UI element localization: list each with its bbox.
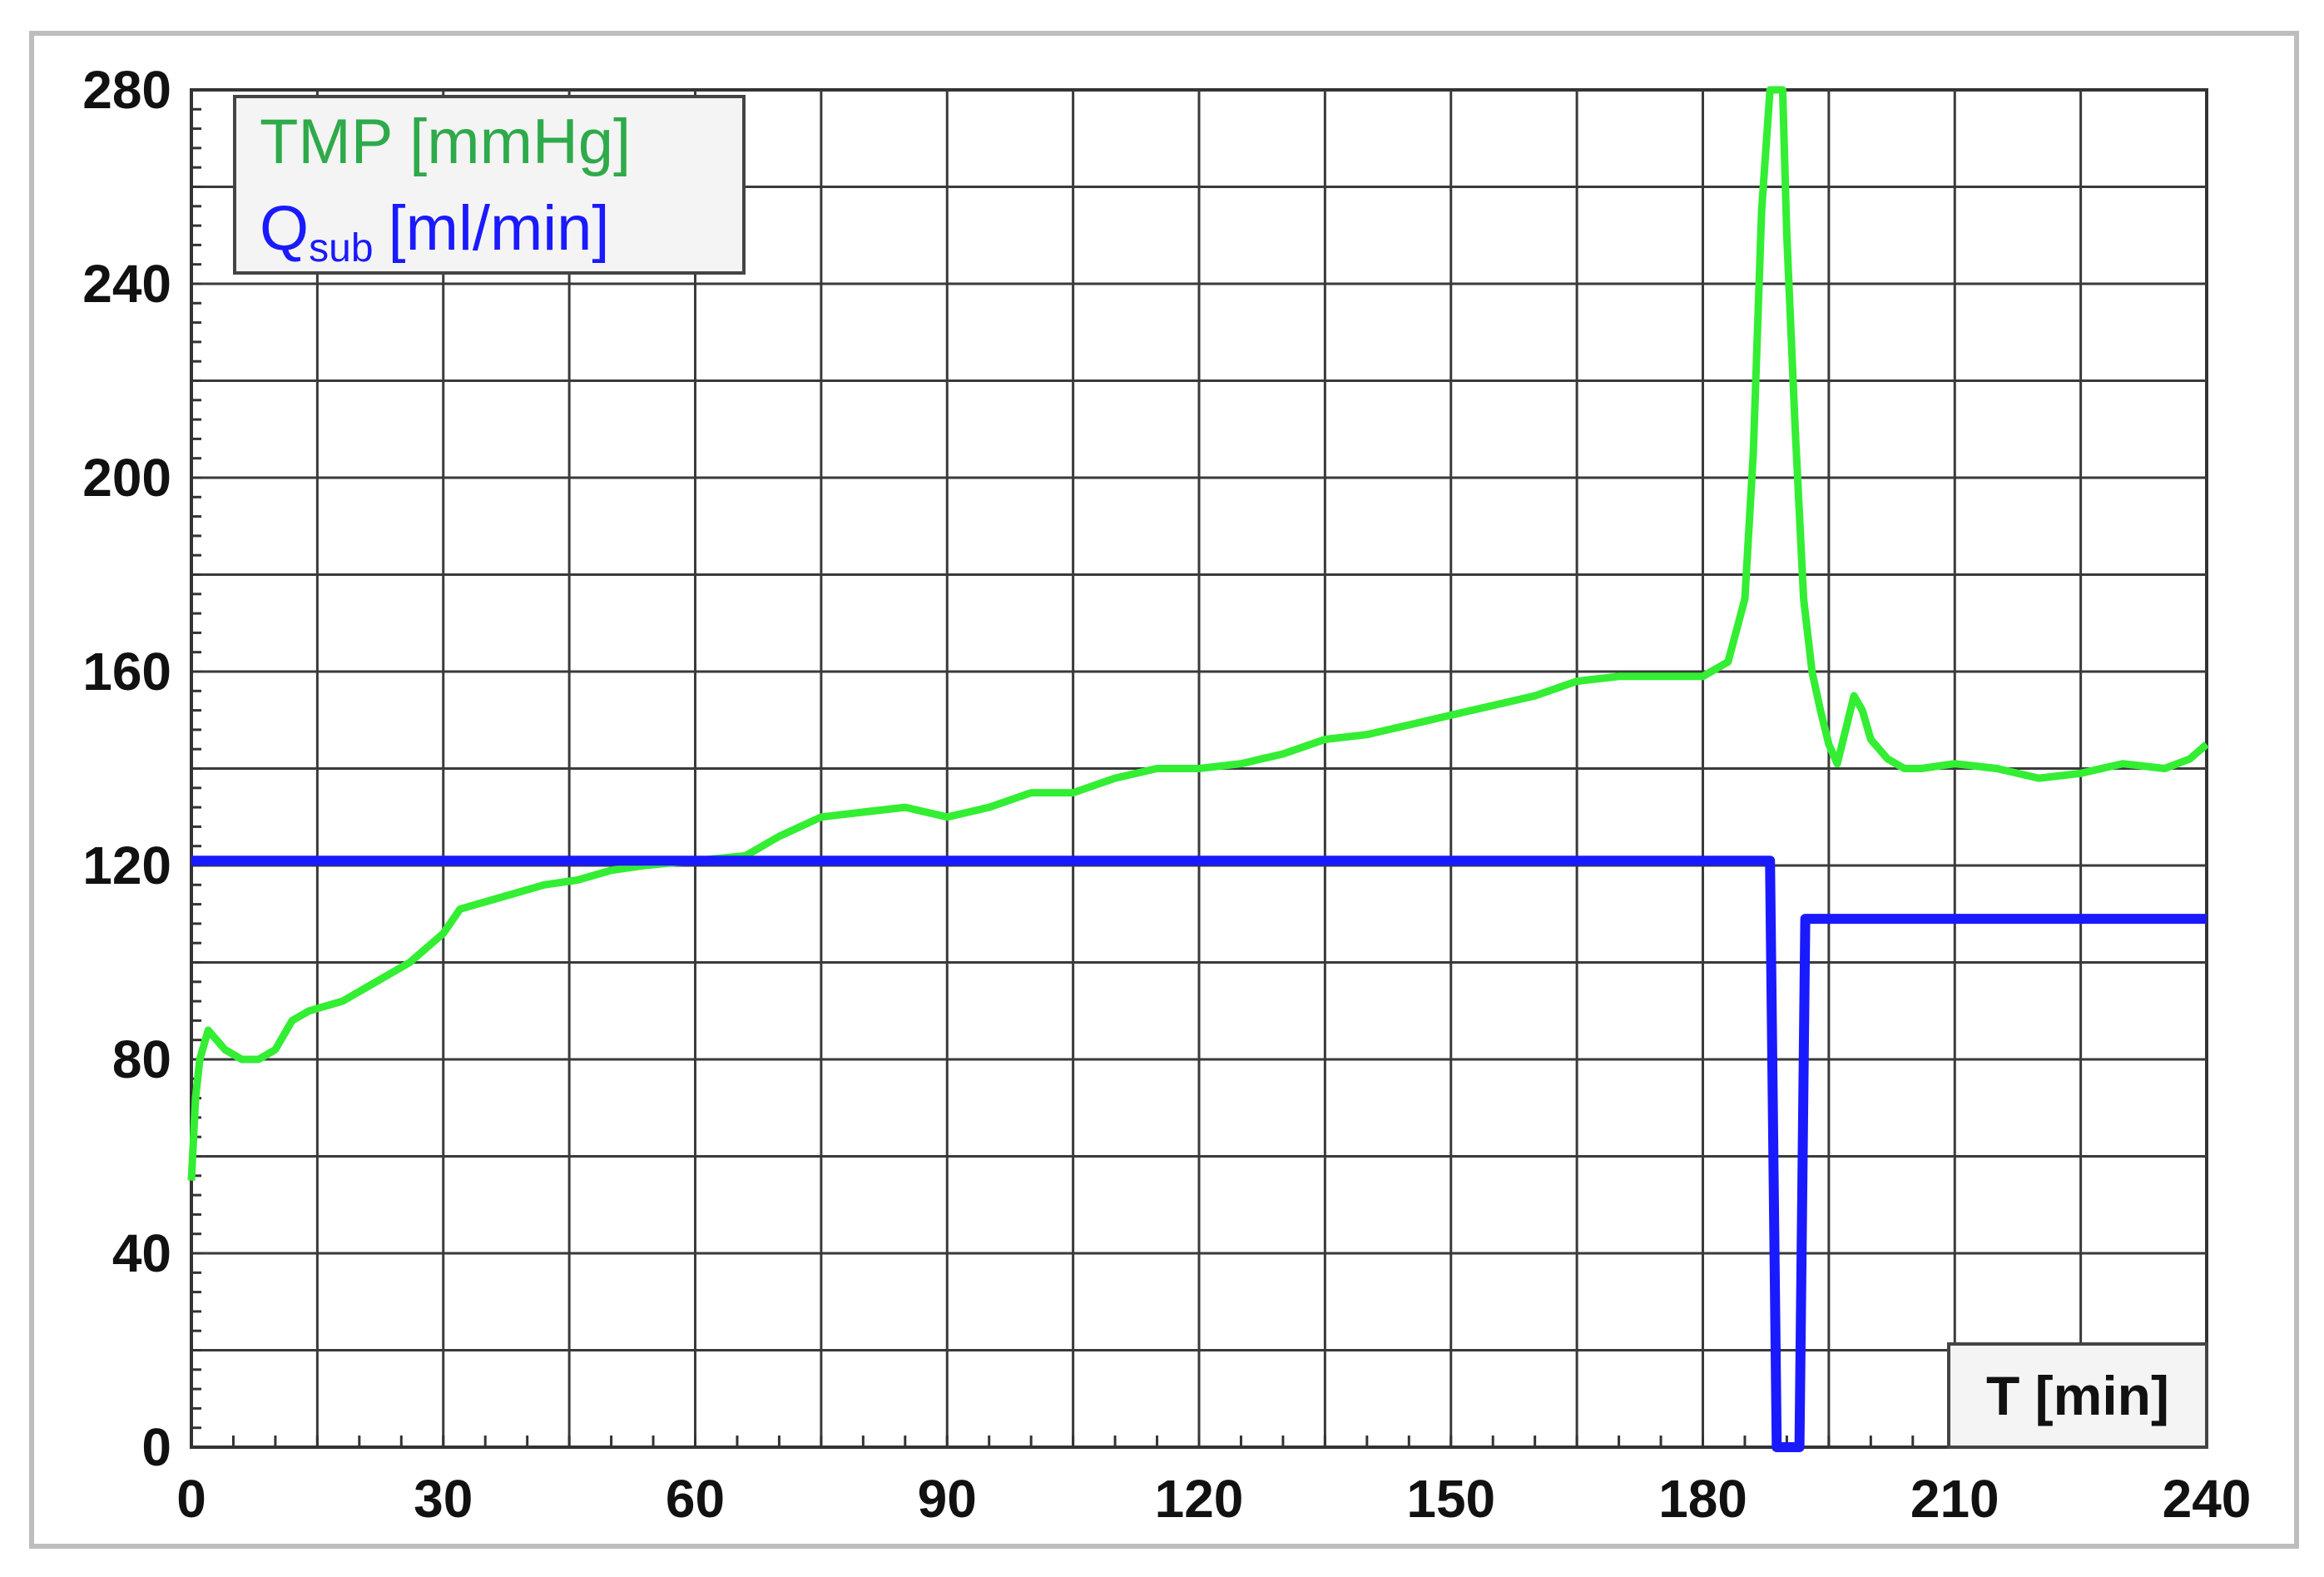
x-tick-label: 60	[666, 1469, 725, 1529]
legend-qsub-main: Q	[260, 193, 309, 264]
legend-box	[233, 95, 746, 275]
legend-qsub-sub: sub	[309, 226, 373, 270]
x-unit-frame	[1947, 1342, 2208, 1449]
x-tick-label: 150	[1406, 1469, 1495, 1529]
y-tick-label: 0	[141, 1417, 171, 1477]
legend: TMP [mmHg] Qsub [ml/min]	[233, 95, 746, 275]
x-tick-label: 240	[2163, 1469, 2252, 1529]
x-tick-label: 120	[1155, 1469, 1244, 1529]
x-tick-label: 210	[1910, 1469, 1999, 1529]
y-tick-label: 240	[82, 254, 171, 314]
y-axis: 0 40 80 120 160 200 240 280	[82, 60, 171, 1477]
y-tick-label: 120	[82, 836, 171, 895]
y-tick-label: 40	[112, 1223, 171, 1283]
y-tick-label: 200	[82, 448, 171, 508]
x-tick-label: 90	[918, 1469, 977, 1529]
legend-qsub-label: Qsub [ml/min]	[260, 193, 610, 270]
x-tick-label: 0	[176, 1469, 206, 1529]
series-line-qsub	[191, 855, 2207, 1452]
x-tick-label: 30	[414, 1469, 473, 1529]
x-tick-label: 180	[1658, 1469, 1747, 1529]
series-layer	[187, 86, 2209, 1452]
x-unit-box: T [min]	[1947, 1342, 2208, 1449]
y-tick-label: 280	[82, 60, 171, 120]
y-tick-label: 160	[82, 642, 171, 702]
x-axis-label: T [min]	[1986, 1365, 2169, 1426]
legend-qsub-unit: [ml/min]	[389, 193, 610, 264]
x-axis: 0 30 60 90 120 150 180 210 240	[176, 1469, 2251, 1529]
legend-tmp-label: TMP [mmHg]	[260, 107, 631, 177]
series-line-tmp	[187, 86, 2209, 1181]
y-tick-label: 80	[112, 1029, 171, 1089]
